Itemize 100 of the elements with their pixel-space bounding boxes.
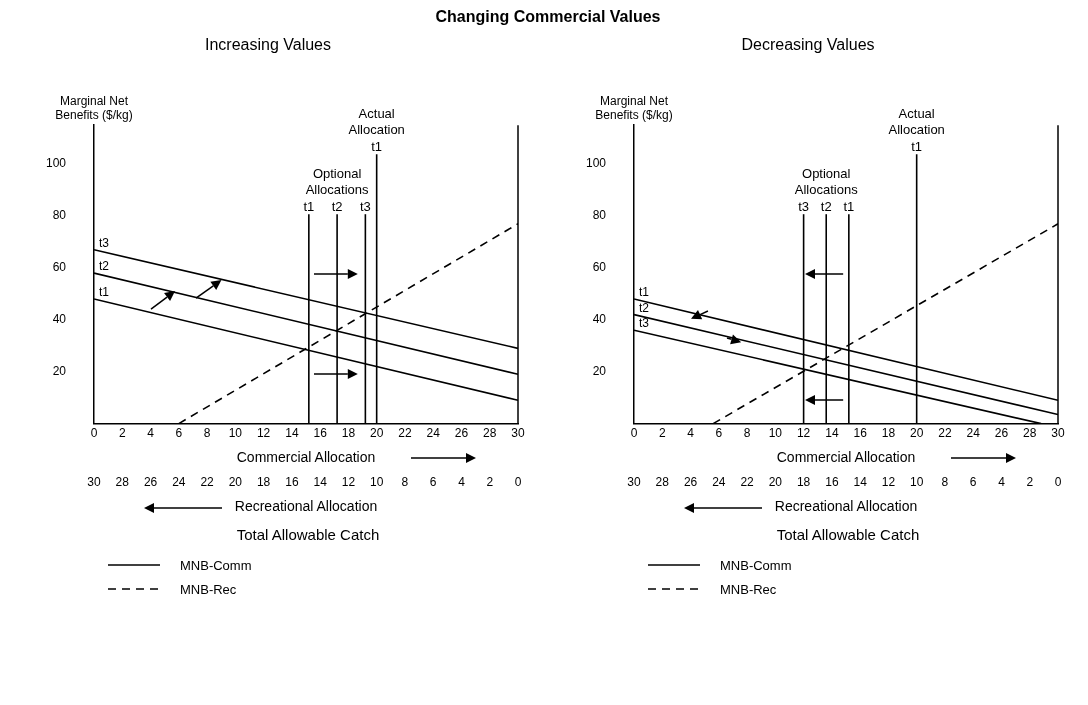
y-tick-label: 20 xyxy=(592,364,607,379)
x-tick-label: 16 xyxy=(313,426,328,441)
x2-tick-label: 20 xyxy=(228,475,243,490)
text: Total Allowable Catch xyxy=(775,526,921,543)
x-tick-label: 22 xyxy=(938,426,952,441)
x-tick-label: 18 xyxy=(881,426,896,441)
y-tick-label: 20 xyxy=(52,364,67,379)
series-label: t1 xyxy=(639,285,650,300)
x2-tick-label: 10 xyxy=(369,475,384,490)
text: Changing Commercial Values xyxy=(434,8,662,26)
ref-line-label: t3 xyxy=(798,199,810,215)
x-tick-label: 6 xyxy=(175,426,183,441)
x2-tick-label: 26 xyxy=(683,475,698,490)
x-tick-label: 2 xyxy=(118,426,126,441)
chart-title: Increasing Values xyxy=(205,36,331,54)
x-tick-label: 28 xyxy=(1023,426,1037,441)
y-tick-label: 40 xyxy=(592,312,607,327)
x2-tick-label: 22 xyxy=(740,475,755,490)
y-tick-label: 100 xyxy=(585,156,607,171)
y-tick-label: 60 xyxy=(592,260,607,275)
y-tick-label: 80 xyxy=(52,208,67,223)
ref-line-label: t1 xyxy=(843,199,855,215)
x2-tick-label: 24 xyxy=(712,475,726,490)
x-tick-label: 8 xyxy=(743,426,751,441)
x-tick-label: 2 xyxy=(658,426,666,441)
x2-tick-label: 18 xyxy=(796,475,811,490)
x-tick-label: 10 xyxy=(768,426,783,441)
x-tick-label: 18 xyxy=(341,426,356,441)
y-tick-label: 80 xyxy=(592,208,607,223)
x2-tick-label: 6 xyxy=(969,475,977,490)
x2-tick-label: 2 xyxy=(1026,475,1034,490)
x-tick-label: 24 xyxy=(966,426,981,441)
text: MNB-Comm xyxy=(720,557,792,573)
ref-line-label: t3 xyxy=(359,199,371,215)
legend-label: MNB-Rec xyxy=(720,581,777,597)
x-tick-label: 26 xyxy=(454,426,469,441)
x2-tick-label: 10 xyxy=(909,475,924,490)
x2-tick-label: 18 xyxy=(256,475,271,490)
x2-tick-label: 8 xyxy=(941,475,949,490)
x2-tick-label: 28 xyxy=(115,475,130,490)
y-tick-label: 60 xyxy=(52,260,67,275)
series-label: t3 xyxy=(639,316,650,331)
x2-tick-label: 28 xyxy=(655,475,670,490)
x2-tick-label: 16 xyxy=(285,475,299,490)
ref-line-label: t1 xyxy=(911,139,923,155)
ref-line-label: t2 xyxy=(820,199,832,215)
x-tick-label: 0 xyxy=(90,426,98,441)
x2-tick-label: 16 xyxy=(825,475,839,490)
y-tick-label: 100 xyxy=(45,156,67,171)
x-tick-label: 14 xyxy=(285,426,299,441)
y-axis-title: Marginal Net Benefits ($/kg) xyxy=(55,94,133,123)
x-tick-label: 30 xyxy=(1051,426,1065,441)
x2-tick-label: 26 xyxy=(143,475,158,490)
x2-tick-label: 2 xyxy=(486,475,494,490)
x-tick-label: 28 xyxy=(483,426,497,441)
x2-tick-label: 12 xyxy=(341,475,356,490)
x2-axis-title: Recreational Allocation xyxy=(234,498,378,515)
x-tick-label: 26 xyxy=(994,426,1009,441)
x-tick-label: 10 xyxy=(228,426,243,441)
x-tick-label: 22 xyxy=(398,426,412,441)
x2-tick-label: 4 xyxy=(998,475,1006,490)
x-tick-label: 6 xyxy=(715,426,723,441)
x-axis-title: Commercial Allocation xyxy=(776,449,916,466)
text: MNB-Comm xyxy=(180,557,252,573)
series-label: t3 xyxy=(99,235,110,250)
legend-label: MNB-Rec xyxy=(180,581,237,597)
x2-tick-label: 14 xyxy=(313,475,328,490)
x2-tick-label: 12 xyxy=(881,475,896,490)
x-tick-label: 8 xyxy=(203,426,211,441)
x-tick-label: 24 xyxy=(426,426,441,441)
x-tick-label: 20 xyxy=(909,426,924,441)
x2-tick-label: 14 xyxy=(853,475,868,490)
x-tick-label: 16 xyxy=(853,426,868,441)
x2-tick-label: 30 xyxy=(627,475,642,490)
x-tick-label: 0 xyxy=(630,426,638,441)
x2-tick-label: 8 xyxy=(401,475,409,490)
y-tick-label: 40 xyxy=(52,312,67,327)
text: Total Allowable Catch xyxy=(235,526,381,543)
series-label: t1 xyxy=(99,285,110,300)
x2-tick-label: 4 xyxy=(458,475,466,490)
ref-line-label: t2 xyxy=(331,199,343,215)
ref-line-label: t1 xyxy=(303,199,315,215)
x2-tick-label: 20 xyxy=(768,475,783,490)
series-label: t2 xyxy=(99,259,110,274)
x2-axis-title: Recreational Allocation xyxy=(774,498,918,515)
x-tick-label: 4 xyxy=(687,426,695,441)
x2-tick-label: 6 xyxy=(429,475,437,490)
x-axis-title: Commercial Allocation xyxy=(236,449,376,466)
x-tick-label: 20 xyxy=(369,426,384,441)
x-tick-label: 12 xyxy=(256,426,271,441)
x2-tick-label: 0 xyxy=(1054,475,1062,490)
chart-title: Decreasing Values xyxy=(741,36,875,54)
x-tick-label: 30 xyxy=(511,426,525,441)
series-label: t2 xyxy=(639,300,650,315)
x-tick-label: 4 xyxy=(147,426,155,441)
x2-tick-label: 30 xyxy=(87,475,102,490)
x-tick-label: 14 xyxy=(825,426,839,441)
x2-tick-label: 22 xyxy=(200,475,215,490)
y-axis-title: Marginal Net Benefits ($/kg) xyxy=(595,94,673,123)
ref-line-label: t1 xyxy=(371,139,383,155)
